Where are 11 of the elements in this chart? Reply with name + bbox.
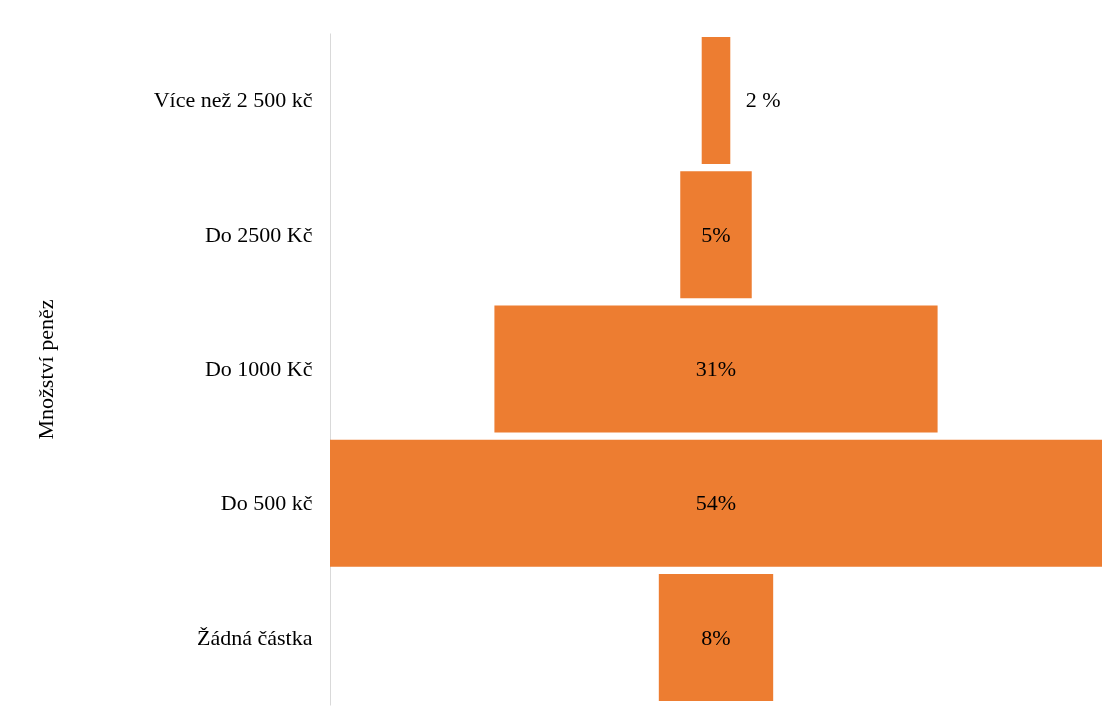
category-label: Do 500 kč — [220, 490, 313, 516]
data-label: 8% — [701, 624, 731, 650]
category-label: Do 1000 Kč — [204, 356, 313, 381]
data-label: 5% — [701, 221, 731, 247]
category-label: Žádná částka — [197, 624, 313, 650]
data-label: 2 % — [745, 87, 781, 113]
category-label: Více než 2 500 kč — [153, 87, 313, 113]
category-label: Do 2500 Kč — [204, 221, 313, 247]
data-label: 31% — [695, 356, 737, 381]
data-label: 54% — [695, 490, 737, 516]
text: Množství peněz — [32, 299, 58, 440]
